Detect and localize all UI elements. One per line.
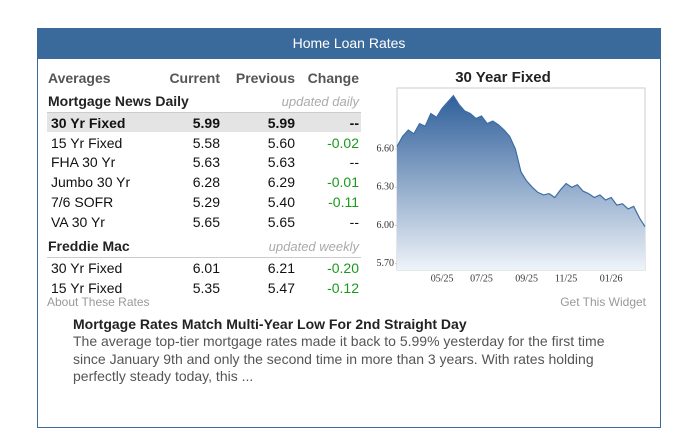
col-previous: 6.29 [267,174,295,191]
column-header: Current [169,70,220,86]
col-label: FHA 30 Yr [51,154,116,171]
col-previous: 5.99 [267,115,295,131]
col-current: 5.99 [192,115,220,131]
y-tick-label: 6.00 [377,220,395,231]
col-current: 5.58 [192,134,220,151]
col-previous: 5.63 [267,154,295,171]
col-current: 5.63 [192,154,220,171]
x-tick-label: 05/25 [431,273,454,284]
group-separator [47,112,361,113]
row-highlight [47,113,361,132]
widget-header: Home Loan Rates [37,28,661,59]
col-label: 7/6 SOFR [51,193,114,210]
col-label: 30 Yr Fixed [51,115,126,131]
chart-title: 30 Year Fixed [455,69,551,86]
article-text: The average top-tier mortgage rates made… [73,333,605,384]
widget-link[interactable]: Get This Widget [560,295,646,309]
col-previous: 5.40 [267,193,295,210]
column-header: Averages [48,70,111,86]
group-name: Freddie Mac [48,238,130,255]
column-header: Change [307,70,359,86]
col-change: -0.12 [327,279,359,296]
group-separator [47,257,361,259]
x-tick-label: 09/25 [515,273,538,284]
col-change: -0.02 [327,134,359,151]
y-tick-label: 6.60 [377,143,395,154]
x-tick-label: 11/25 [555,273,577,284]
col-label: 15 Yr Fixed [51,279,123,296]
col-previous: 5.65 [267,213,295,230]
group-note: updated daily [281,94,359,109]
col-change: -- [349,154,359,171]
area-fill [397,95,645,270]
col-label: Jumbo 30 Yr [51,174,131,191]
col-previous: 5.47 [267,279,295,296]
col-current: 5.29 [192,193,220,210]
col-change: -- [349,213,359,230]
article-title[interactable]: Mortgage Rates Match Multi-Year Low For … [73,316,467,332]
col-previous: 5.60 [267,134,295,151]
col-previous: 6.21 [267,260,295,277]
col-label: VA 30 Yr [51,213,105,230]
col-label: 30 Yr Fixed [51,260,123,277]
y-tick-label: 6.30 [377,182,395,193]
about-link[interactable]: About These Rates [47,295,150,309]
rate-line [396,94,646,228]
x-tick-label: 01/26 [600,273,623,284]
col-current: 6.01 [192,260,220,277]
col-current: 5.65 [192,213,220,230]
col-change: -0.20 [327,260,359,277]
col-current: 5.35 [192,279,220,296]
column-header: Previous [235,70,295,86]
col-label: 15 Yr Fixed [51,134,123,151]
col-change: -0.11 [328,193,359,210]
x-tick-label: 07/25 [470,273,493,284]
col-change: -- [349,115,359,131]
col-change: -0.01 [327,174,359,191]
group-name: Mortgage News Daily [48,93,189,109]
col-current: 6.28 [192,174,220,191]
group-note: updated weekly [268,239,359,255]
y-tick-label: 5.70 [377,258,395,269]
